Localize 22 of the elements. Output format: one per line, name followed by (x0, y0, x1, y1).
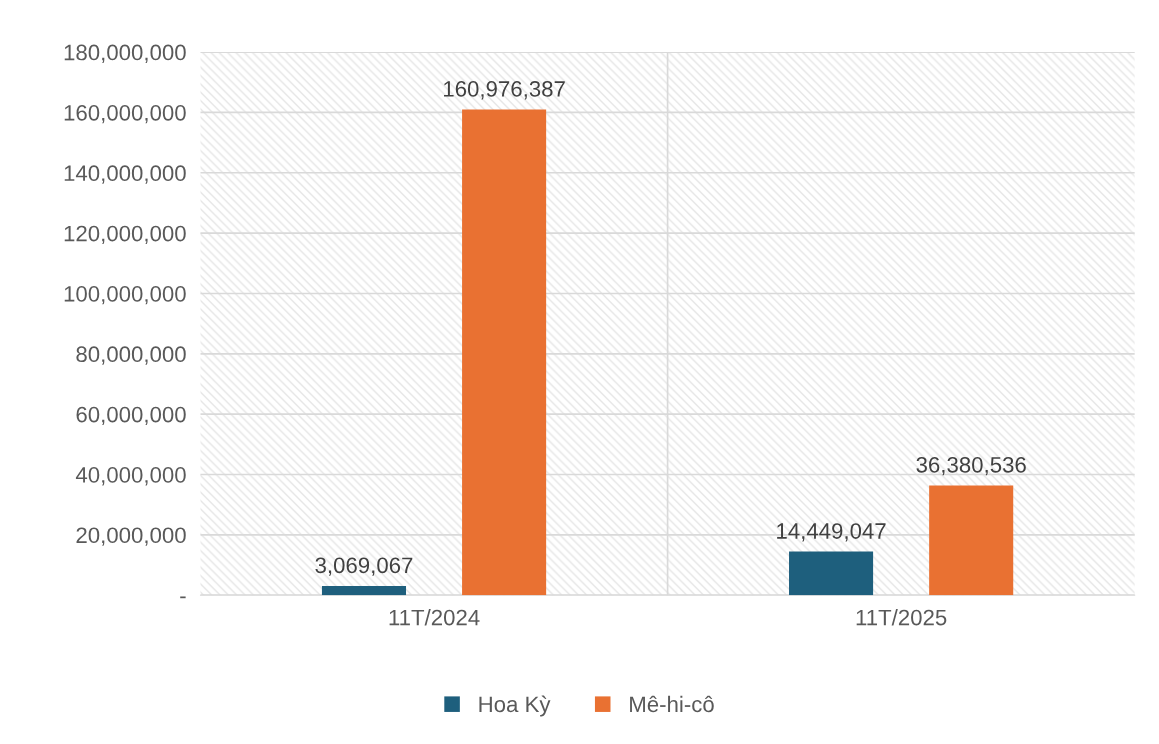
legend-label: Mê-hi-cô (630, 695, 714, 713)
y-tick-label: 60,000,000 (76, 406, 186, 426)
bar (462, 109, 547, 596)
data-label: 160,976,387 (444, 81, 565, 100)
y-tick-label: - (180, 596, 186, 599)
data-label: 3,069,067 (315, 557, 413, 576)
x-tick-label: 11T/2024 (389, 609, 480, 626)
bar (789, 551, 874, 596)
y-tick-label: 100,000,000 (64, 286, 186, 305)
bar (929, 485, 1014, 596)
y-tick-label: 160,000,000 (64, 104, 186, 124)
y-tick-label: 20,000,000 (76, 527, 186, 546)
x-tick-label: 11T/2025 (856, 609, 947, 626)
bar (321, 585, 407, 596)
y-tick-label: 180,000,000 (64, 44, 186, 63)
data-label: 36,380,536 (916, 456, 1026, 476)
y-tick-label: 80,000,000 (76, 346, 186, 365)
y-tick-label: 120,000,000 (64, 225, 186, 245)
y-tick-label: 40,000,000 (75, 467, 186, 486)
data-label: 14,449,047 (777, 523, 886, 542)
y-tick-label: 140,000,000 (64, 165, 186, 184)
legend-label: Hoa Kỳ (479, 695, 551, 717)
